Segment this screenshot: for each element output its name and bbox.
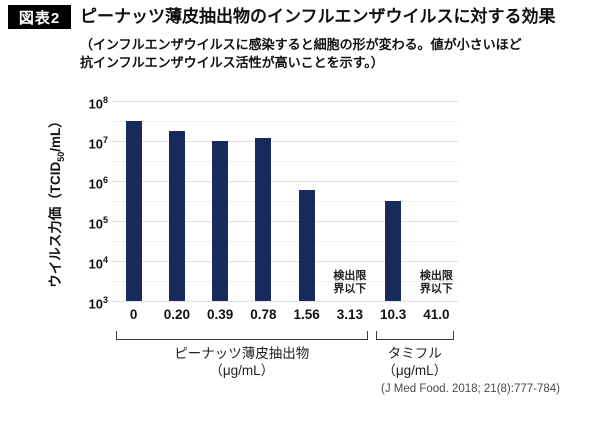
y-tick-base: 10 [88, 96, 103, 112]
figure-subtitle-line2: 抗インフルエンザウイルス活性が高いことを示す。） [80, 54, 384, 70]
figure-title: ピーナッツ薄皮抽出物のインフルエンザウイルスに対する効果 [80, 7, 556, 26]
gridline-major [112, 101, 458, 102]
x-axis-tick-label: 41.0 [423, 307, 450, 322]
y-axis-tick-label: 106 [68, 174, 108, 190]
group-label: ピーナッツ薄皮抽出物 （μg/mL） [116, 345, 368, 379]
x-axis-tick-label: 3.13 [336, 307, 364, 322]
y-tick-exponent: 6 [102, 175, 108, 185]
y-axis-tick-label: 107 [68, 134, 108, 150]
x-axis-tick-label: 0.20 [163, 307, 191, 322]
x-axis-tick-label: 0.78 [250, 307, 277, 322]
y-tick-base: 10 [88, 136, 103, 152]
source-citation: (J Med Food. 2018; 21(8):777-784) [381, 383, 560, 395]
group-unit: （μg/mL） [209, 363, 275, 378]
y-tick-exponent: 5 [102, 215, 108, 225]
gridline-major [112, 301, 458, 302]
group-label: タミフル （μg/mL） [376, 345, 455, 379]
y-axis-tick-label: 108 [68, 94, 108, 110]
below-detection-line: 界以下 [419, 283, 453, 295]
gridline-minor [112, 281, 458, 282]
below-detection-label: 検出限 界以下 [328, 270, 372, 296]
y-tick-exponent: 8 [102, 95, 108, 105]
below-detection-line: 検出限 [333, 270, 367, 282]
group-bracket [116, 331, 368, 340]
group-name: タミフル [387, 346, 442, 361]
bar [212, 141, 229, 301]
y-tick-base: 10 [88, 176, 103, 192]
x-axis-tick-label: 1.56 [293, 307, 320, 322]
y-tick-base: 10 [88, 216, 103, 232]
gridline-minor [112, 201, 458, 202]
bar [385, 200, 402, 301]
gridline-major [112, 261, 458, 262]
bar [168, 130, 185, 301]
gridline-minor [112, 121, 458, 122]
gridline-minor [112, 241, 458, 242]
bar [125, 120, 142, 301]
below-detection-label: 検出限 界以下 [414, 270, 458, 296]
y-axis-tick-label: 105 [68, 214, 108, 230]
y-tick-exponent: 4 [102, 255, 108, 265]
y-tick-exponent: 3 [102, 295, 108, 305]
figure-subtitle: （インフルエンザウイルスに感染すると細胞の形が変わる。値が小さいほど 抗インフル… [80, 36, 580, 71]
y-axis-tick-label: 104 [68, 254, 108, 270]
y-tick-base: 10 [88, 256, 103, 272]
figure-number-badge: 図表2 [8, 5, 71, 29]
below-detection-line: 界以下 [333, 283, 367, 295]
gridline-major [112, 141, 458, 142]
figure-number-label: 図表2 [18, 9, 61, 27]
x-axis-tick-label: 0 [129, 307, 138, 322]
group-unit: （μg/mL） [382, 363, 448, 378]
gridline-major [112, 221, 458, 222]
x-axis-tick-label: 0.39 [206, 307, 234, 322]
y-tick-base: 10 [88, 296, 103, 312]
x-axis-tick-label: 10.3 [379, 307, 407, 322]
gridline-minor [112, 161, 458, 162]
y-tick-exponent: 7 [102, 135, 108, 145]
figure-subtitle-line1: （インフルエンザウイルスに感染すると細胞の形が変わる。値が小さいほど [80, 37, 522, 52]
group-name: ピーナッツ薄皮抽出物 [174, 346, 310, 361]
gridline-major [112, 181, 458, 182]
y-axis-tick-label: 103 [68, 294, 108, 310]
bar [255, 137, 272, 301]
below-detection-line: 検出限 [419, 270, 453, 282]
group-bracket [375, 331, 454, 340]
bar [298, 189, 315, 301]
